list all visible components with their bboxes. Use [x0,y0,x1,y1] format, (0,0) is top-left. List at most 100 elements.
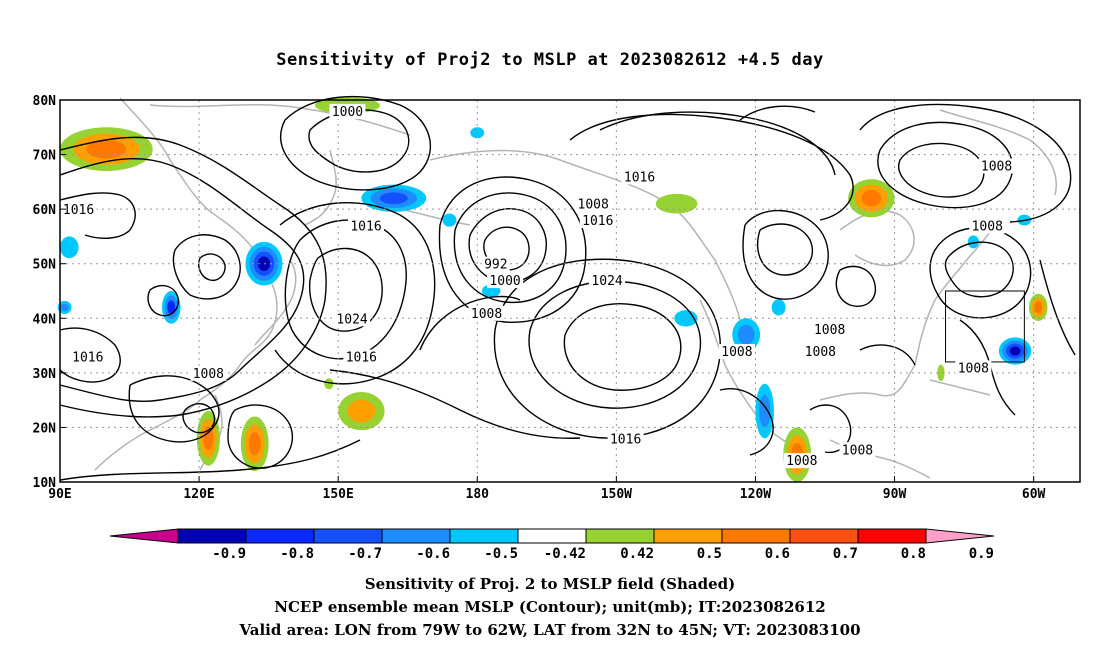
sensitivity-patch [248,432,261,456]
contour-label: 1016 [63,203,94,218]
contour-line [742,209,829,300]
contour-line [944,241,1014,298]
contour-label-bg [60,202,97,218]
lon-tick-label: 120E [183,487,214,502]
sensitivity-patch [86,139,127,159]
contour-label-bg [802,344,839,360]
colorbar-low-triangle [109,528,179,544]
sensitivity-patch [771,299,786,316]
lat-tick-label: 30N [33,367,57,382]
sensitivity-patch [861,190,882,207]
contour-line [563,303,682,391]
contour-line [308,247,383,332]
contour-label: 1016 [610,432,641,447]
sensitivity-patch [1034,301,1043,314]
contour-label-bg [334,311,371,327]
lon-tick-label: 150W [601,487,632,502]
colorbar-label: 0.7 [833,546,858,562]
contour-line [182,403,216,434]
contour-label: 1008 [814,323,845,338]
contour-line [419,295,521,351]
contour-label: 1016 [350,220,381,235]
lon-tick-label: 90W [883,487,907,502]
sensitivity-patch [347,399,376,423]
colorbar-swatch [177,528,247,544]
page-title: Sensitivity of Proj2 to MSLP at 20230826… [276,50,824,70]
contour-label-bg [190,365,227,381]
contour-line [172,234,241,300]
contour-label: 1008 [842,443,873,458]
contour-line [859,103,1072,223]
contour-label-bg [481,256,510,272]
figure-captions: Sensitivity of Proj. 2 to MSLP field (Sh… [0,573,1100,642]
contour-label-bg [348,218,384,234]
sensitivity-patch [655,193,698,214]
colorbar-label: -0.8 [280,546,314,562]
contour-line [329,369,581,439]
sensitivity-patch [967,235,979,249]
contour-label-bg [589,273,626,289]
contour-line [468,208,547,284]
sensitivity-patch [167,300,176,315]
colorbar-label: 0.5 [697,546,722,562]
contour-line [809,404,852,454]
sensitivity-shading [57,97,1048,483]
contour-label-bg [783,453,820,469]
contour-line [739,105,816,121]
contour-label-bg [607,431,644,447]
coastline-hudson [839,210,915,267]
contour-label: 1008 [471,307,502,322]
contour-line [59,327,121,383]
contour-label: 1008 [972,220,1003,235]
contour-line [453,192,567,304]
contour-line [280,95,431,191]
contour-label-bg [839,442,876,458]
contour-label: 1024 [336,312,367,327]
contour-line [859,344,916,366]
colorbar-label: -0.6 [416,546,450,562]
contour-label-bg [487,273,524,289]
coastline-east-us [914,224,996,366]
contour-label: 1008 [578,198,609,213]
contour-label: 1008 [958,361,989,376]
contour-label: 1016 [624,170,655,185]
colorbar-swatch [585,528,655,544]
colorbar-label: 0.6 [765,546,790,562]
sensitivity-patch [737,324,755,345]
lat-tick-label: 80N [33,94,57,109]
lon-tick-label: 90E [48,487,71,502]
lat-tick-label: 20N [33,421,57,436]
contour-line [198,253,226,282]
caption-line-1: Sensitivity of Proj. 2 to MSLP field (Sh… [364,575,736,593]
colorbar-swatch [449,528,519,544]
lon-tick-label: 150E [323,487,354,502]
contour-label: 1016 [346,350,377,365]
lon-tick-label: 120W [740,487,771,502]
contour-line [599,111,836,176]
lat-tick-label: 40N [33,312,57,327]
coastline-alaska [429,149,741,321]
contour-label-bg [69,349,106,365]
coastline-japan [254,259,297,346]
contour-label: 1008 [981,159,1012,174]
contour-label: 1016 [72,350,103,365]
sensitivity-patch [60,236,79,259]
colorbar-swatch [381,528,451,544]
coastline-kamchatka [304,149,337,226]
sensitivity-patch [442,213,457,227]
contour-label-bg [468,305,505,321]
colorbar: -0.9 -0.8 -0.7 -0.6 -0.5 -0.42 0.42 0.5 0.6 0.7 0.… [109,528,995,562]
sensitivity-patch [379,192,408,205]
contour-line [898,142,985,198]
contour-label-bg [955,360,992,376]
lat-tick-label: 60N [33,203,57,218]
colorbar-swatch [789,528,859,544]
contour-label: 1024 [591,274,622,289]
contour-label-bg [969,218,1006,234]
contour-label-bg [343,349,380,365]
sensitivity-patch [937,364,945,382]
contour-label: 1000 [489,274,520,289]
contour-label-bg [978,158,1015,174]
